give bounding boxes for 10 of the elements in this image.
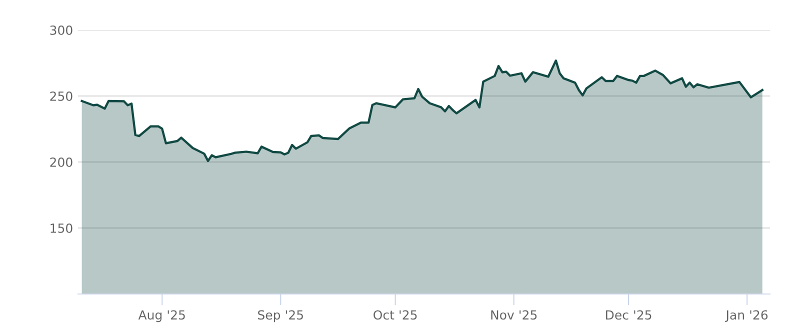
y-tick-label: 150 xyxy=(50,223,72,233)
x-tick-label: Oct '25 xyxy=(374,310,417,320)
y-tick-label: 250 xyxy=(50,91,72,101)
x-tick-label: Sep '25 xyxy=(258,310,303,322)
x-tick-label: Nov '25 xyxy=(491,310,537,320)
x-tick-label: Dec '25 xyxy=(606,310,652,320)
y-tick-label: 300 xyxy=(50,25,72,35)
x-tick-label: Aug '25 xyxy=(138,310,185,322)
x-tick-label: Jan '26 xyxy=(725,310,768,322)
y-tick-label: 200 xyxy=(50,157,72,167)
